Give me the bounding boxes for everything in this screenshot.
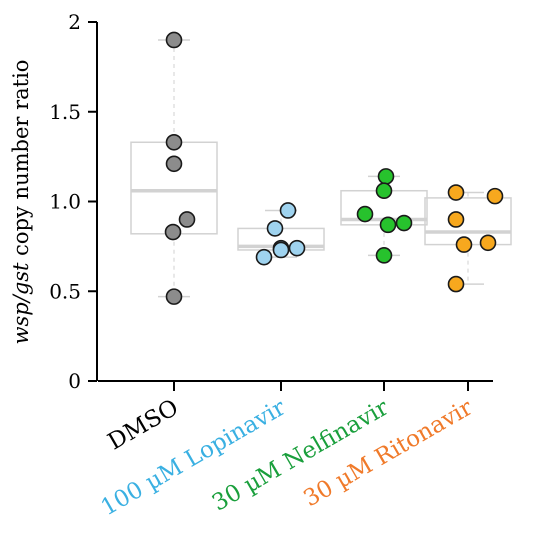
data-point xyxy=(486,187,504,205)
data-point xyxy=(379,216,397,234)
y-tick-label: 1.0 xyxy=(49,190,81,214)
axes: 0 0.5 1.0 1.5 2 xyxy=(49,10,493,393)
boxes xyxy=(130,39,512,298)
data-point xyxy=(255,248,273,266)
data-point xyxy=(375,247,393,264)
y-tick-label: 1.5 xyxy=(49,100,81,124)
data-point xyxy=(447,184,465,201)
y-tick-label: 2 xyxy=(68,10,81,34)
data-point xyxy=(395,214,413,232)
data-point xyxy=(288,239,306,257)
category-label: 100 µM Lopinavir xyxy=(97,395,290,522)
y-axis-label: wsp/gst copy number ratio xyxy=(9,60,33,345)
data-point xyxy=(356,205,374,223)
data-point xyxy=(165,288,183,305)
data-point xyxy=(279,202,297,219)
data-point xyxy=(375,182,393,200)
data-point xyxy=(272,241,290,259)
data-point xyxy=(455,236,473,253)
data-points xyxy=(164,31,504,305)
data-point xyxy=(377,168,395,185)
data-point xyxy=(178,211,196,228)
data-point xyxy=(165,31,183,49)
data-point xyxy=(266,220,284,237)
data-point xyxy=(164,223,182,241)
data-point xyxy=(165,133,183,151)
data-point xyxy=(447,275,465,293)
data-point xyxy=(479,234,497,252)
y-tick-label: 0.5 xyxy=(49,279,81,303)
y-tick-label: 0 xyxy=(68,369,81,393)
category-label: DMSO xyxy=(104,395,183,456)
data-point xyxy=(447,211,465,228)
data-point xyxy=(165,155,183,173)
